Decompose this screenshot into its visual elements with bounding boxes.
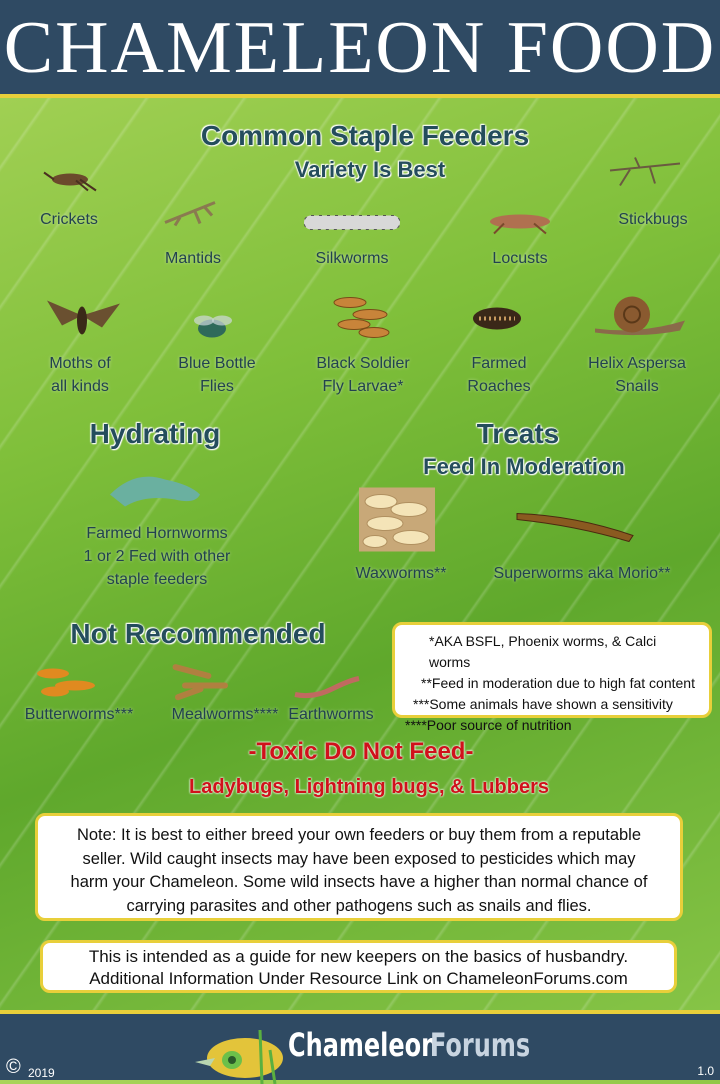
hydrating-title: Hydrating: [89, 418, 221, 449]
staple-title: Common Staple Feeders: [200, 120, 530, 151]
logo-text-forums: Forums: [430, 1026, 531, 1064]
larvae-icon: [330, 291, 394, 346]
footnote: *AKA BSFL, Phoenix worms, & Calci worms: [429, 633, 657, 670]
feeder-label: Crickets: [40, 211, 98, 228]
not-recommended-label: Mealworms****: [171, 706, 279, 723]
staple-subtitle: Variety Is Best: [294, 157, 446, 182]
superworm-icon: [515, 506, 635, 551]
not-recommended-label: Butterworms***: [24, 706, 134, 723]
toxic-title: -Toxic Do Not Feed-: [248, 738, 474, 765]
mantis-icon: [160, 198, 220, 233]
guide-box: This is intended as a guide for new keep…: [40, 940, 677, 993]
fly-icon: [182, 311, 242, 346]
note-box: Note: It is best to either breed your ow…: [35, 813, 683, 921]
feeder-label: Moths of all kinds: [49, 355, 111, 395]
footnote: ***Some animals have shown a sensitivity: [413, 696, 673, 712]
hornworm-label: Farmed Hornworms 1 or 2 Fed with other s…: [83, 525, 231, 588]
earthworm-icon: [293, 671, 361, 706]
logo-text-chameleon: Chameleon: [288, 1026, 439, 1064]
not-recommended-title: Not Recommended: [70, 618, 326, 649]
feeder-label: Blue Bottle Flies: [178, 355, 256, 395]
version: 1.0: [697, 1064, 714, 1078]
moth-icon: [42, 296, 122, 341]
not-recommended-label: Earthworms: [288, 706, 374, 723]
feeder-label: Silkworms: [315, 250, 389, 267]
treat-label: Superworms aka Morio**: [493, 565, 671, 582]
feeder-label: Locusts: [492, 250, 548, 267]
hornworm-icon: [105, 465, 205, 516]
page-title: CHAMELEON FOOD: [3, 7, 717, 89]
silkworm-icon: [302, 208, 402, 243]
copyright-year: 2019: [28, 1066, 55, 1080]
treats-title: Treats: [476, 418, 560, 449]
stickbug-icon: [605, 156, 685, 195]
snail-icon: [590, 291, 690, 346]
guide-text: This is intended as a guide for new keep…: [88, 947, 629, 988]
mealworm-icon: [168, 663, 232, 708]
treats-subtitle: Feed In Moderation: [423, 454, 625, 479]
locust-icon: [484, 206, 556, 245]
copyright-icon: ©: [6, 1056, 21, 1078]
feeder-label: Stickbugs: [618, 211, 688, 228]
footer: © 2019 Chameleon Forums 1.0: [0, 1010, 720, 1084]
roach-icon: [469, 303, 525, 340]
footnotes-box: *AKA BSFL, Phoenix worms, & Calci worms …: [392, 622, 712, 733]
feeder-label: Mantids: [164, 250, 222, 267]
chameleon-logo-icon: [195, 1029, 283, 1084]
waxworm-icon: [359, 487, 435, 557]
cricket-icon: [40, 165, 100, 202]
butterworm-icon: [35, 660, 95, 705]
footnote: ****Poor source of nutrition: [405, 717, 572, 733]
feeder-label: Black Soldier Fly Larvae*: [316, 355, 410, 395]
footnote: **Feed in moderation due to high fat con…: [421, 675, 695, 691]
toxic-items: Ladybugs, Lightning bugs, & Lubbers: [189, 776, 549, 798]
feeder-label: Farmed Roaches: [467, 355, 531, 395]
treat-label: Waxworms**: [355, 565, 447, 582]
header: CHAMELEON FOOD: [0, 0, 720, 98]
feeder-label: Helix Aspersa Snails: [588, 355, 686, 395]
